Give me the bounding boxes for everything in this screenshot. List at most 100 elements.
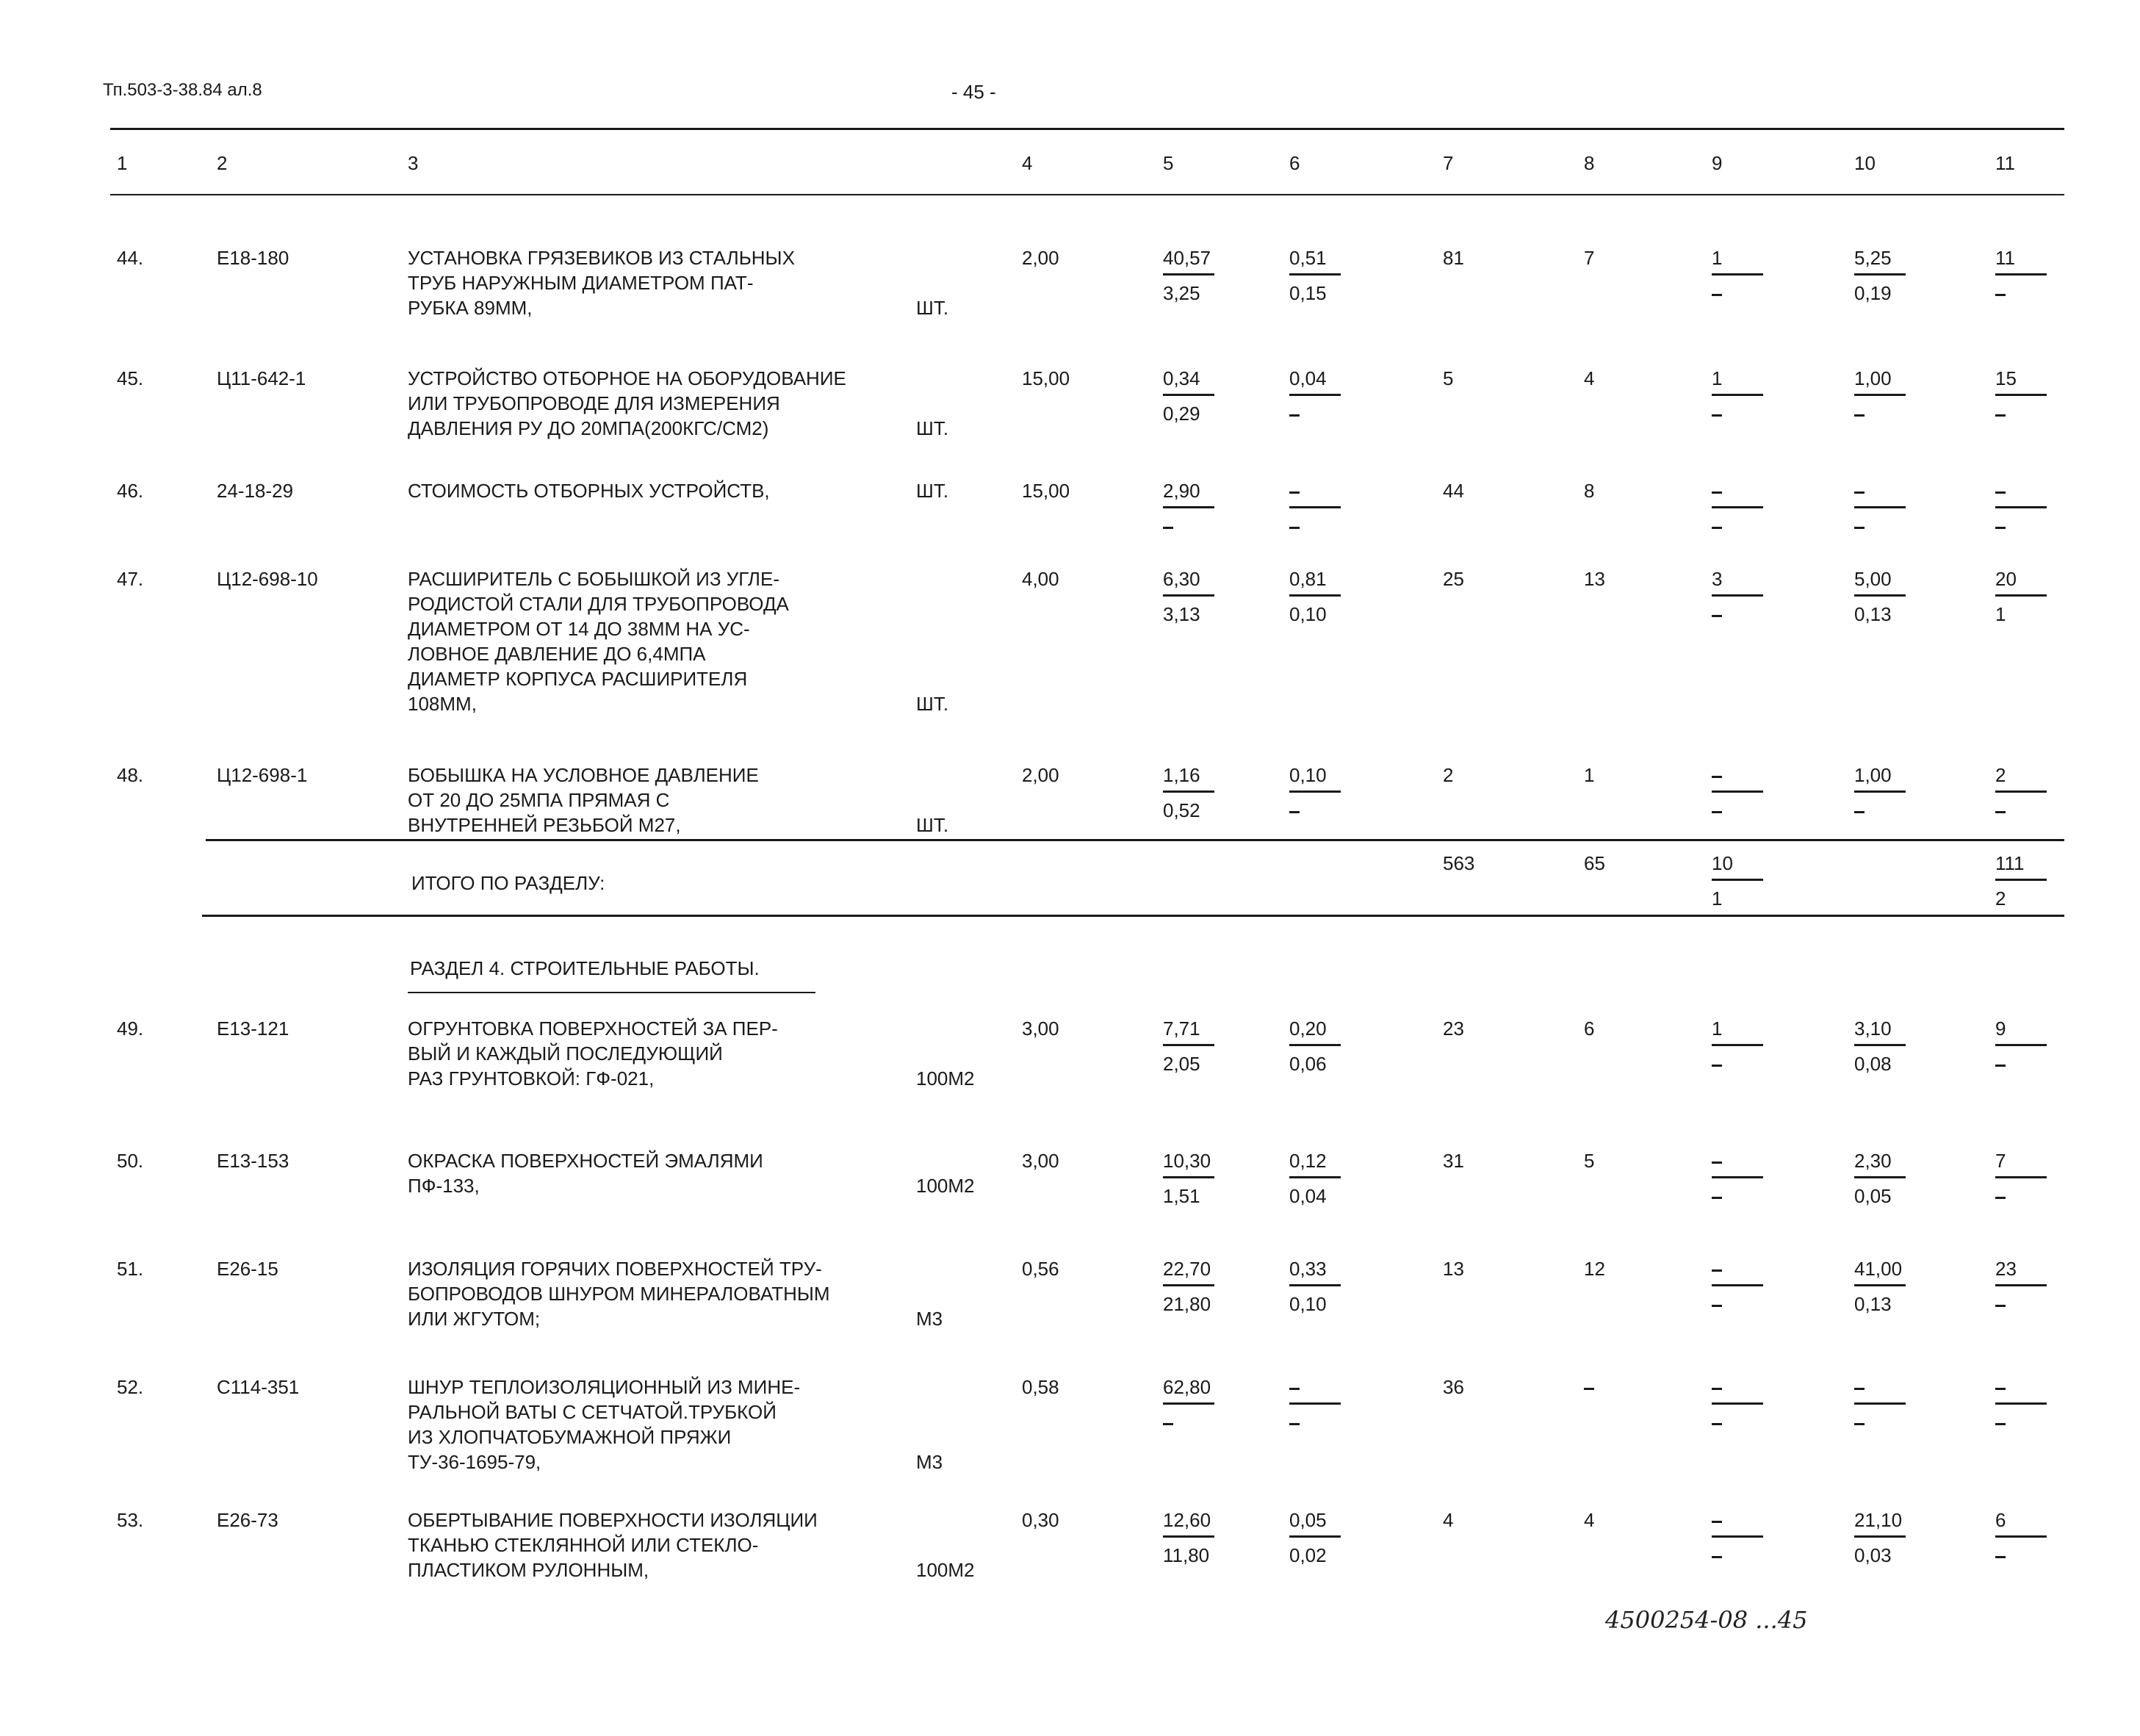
- col9-denominator: [1712, 515, 1722, 537]
- description-line: БОПРОВОДОВ ШНУРОМ МИНЕРАЛОВАТНЫМ: [408, 1283, 830, 1305]
- col6-denominator: 0,02: [1289, 1544, 1327, 1566]
- quantity: 0,56: [1022, 1258, 1059, 1280]
- row-number: 50.: [117, 1150, 144, 1172]
- col9-denominator: [1712, 1185, 1722, 1207]
- dash-mark: [1163, 526, 1173, 529]
- description-line: РАЗ ГРУНТОВКОЙ: ГФ-021,: [408, 1067, 655, 1089]
- description-line: ЛОВНОЕ ДАВЛЕНИЕ ДО 6,4МПА: [408, 643, 706, 665]
- col5-denominator: 3,25: [1163, 282, 1200, 304]
- col10-numerator: 3,10: [1854, 1018, 1892, 1040]
- row-number: 52.: [117, 1376, 144, 1398]
- unit: М3: [916, 1308, 943, 1330]
- dash-mark: [1995, 1196, 2006, 1199]
- col10-fraction-bar: [1854, 394, 1906, 396]
- col5-denominator: 3,13: [1163, 603, 1200, 625]
- col9-numerator: [1712, 1150, 1722, 1172]
- col11-numerator: [1995, 1376, 2006, 1398]
- col6-fraction-bar: [1289, 1176, 1341, 1178]
- col10-numerator: 21,10: [1854, 1509, 1903, 1531]
- col5-numerator: 0,34: [1163, 367, 1200, 389]
- col10-fraction-bar: [1854, 594, 1906, 597]
- description-line: ДИАМЕТРОМ ОТ 14 ДО 38ММ НА УС-: [408, 618, 750, 640]
- table-top-rule: [110, 128, 2064, 130]
- col10-denominator: 0,05: [1854, 1185, 1892, 1207]
- unit: ШТ.: [916, 417, 949, 439]
- col11-denominator: [1995, 282, 2006, 304]
- unit: 100М2: [916, 1559, 975, 1581]
- col6-numerator: 0,51: [1289, 247, 1327, 269]
- col5-denominator: 1,51: [1163, 1185, 1200, 1207]
- total-bottom-rule: [202, 915, 2064, 917]
- col9-numerator: [1712, 1509, 1722, 1531]
- col8: 7: [1584, 247, 1595, 269]
- col7: 36: [1443, 1376, 1464, 1398]
- col6-denominator: [1289, 799, 1300, 821]
- col5-denominator: [1163, 515, 1173, 537]
- description-line: ТКАНЬЮ СТЕКЛЯННОЙ ИЛИ СТЕКЛО-: [408, 1534, 759, 1556]
- column-number-10: 10: [1854, 152, 1876, 174]
- col5-fraction-bar: [1163, 1044, 1214, 1046]
- col11-denominator: 1: [1995, 603, 2006, 625]
- description-line: ДИАМЕТР КОРПУСА РАСШИРИТЕЛЯ: [408, 668, 748, 690]
- col10-numerator: 5,00: [1854, 568, 1892, 590]
- col9-numerator: 1: [1712, 247, 1723, 269]
- col11-fraction-bar: [1995, 1535, 2047, 1538]
- row-number: 49.: [117, 1018, 144, 1040]
- col6-denominator: [1289, 1411, 1300, 1433]
- column-number-8: 8: [1584, 152, 1595, 174]
- col5-fraction-bar: [1163, 1535, 1214, 1538]
- dash-mark: [1995, 1422, 2006, 1425]
- unit: ШТ.: [916, 480, 949, 502]
- section-heading: РАЗДЕЛ 4. СТРОИТЕЛЬНЫЕ РАБОТЫ.: [410, 957, 760, 979]
- dash-mark: [1289, 810, 1300, 813]
- total-col11-fraction-bar: [1995, 879, 2047, 881]
- column-number-7: 7: [1443, 152, 1454, 174]
- col10-denominator: 0,03: [1854, 1544, 1892, 1566]
- col11-numerator: 7: [1995, 1150, 2006, 1172]
- col11-fraction-bar: [1995, 1284, 2047, 1286]
- col11-denominator: [1995, 515, 2006, 537]
- col9-denominator: [1712, 403, 1722, 425]
- col8: 4: [1584, 367, 1595, 389]
- col5-denominator: 0,52: [1163, 799, 1200, 821]
- quantity: 2,00: [1022, 764, 1059, 786]
- col9-denominator: [1712, 1293, 1722, 1315]
- col10-denominator: [1854, 799, 1865, 821]
- col5-denominator: 21,80: [1163, 1293, 1211, 1315]
- col8: 6: [1584, 1018, 1595, 1040]
- col11-numerator: 20: [1995, 568, 2017, 590]
- col10-fraction-bar: [1854, 1176, 1906, 1178]
- col11-numerator: 2: [1995, 764, 2006, 786]
- col5-fraction-bar: [1163, 394, 1214, 396]
- col10-denominator: 0,13: [1854, 1293, 1892, 1315]
- unit: ШТ.: [916, 693, 949, 715]
- col10-numerator: [1854, 1376, 1865, 1398]
- total-top-rule: [206, 839, 2064, 841]
- quantity: 4,00: [1022, 568, 1059, 590]
- total-col9-denominator: 1: [1712, 887, 1723, 910]
- col11-numerator: 15: [1995, 367, 2017, 389]
- dash-mark: [1854, 1387, 1865, 1390]
- dash-mark: [1995, 414, 2006, 417]
- dash-mark: [1712, 1064, 1722, 1067]
- col5-numerator: 22,70: [1163, 1258, 1211, 1280]
- col6-fraction-bar: [1289, 1284, 1341, 1286]
- page-number: - 45 -: [951, 81, 996, 103]
- col6-numerator: 0,05: [1289, 1509, 1327, 1531]
- row-number: 45.: [117, 367, 144, 389]
- unit: 100М2: [916, 1067, 975, 1089]
- col9-numerator: [1712, 1258, 1722, 1280]
- col5-fraction-bar: [1163, 273, 1214, 275]
- col8: 5: [1584, 1150, 1595, 1172]
- total-col11-denominator: 2: [1995, 887, 2006, 910]
- column-number-11: 11: [1995, 152, 2015, 174]
- dash-mark: [1712, 1520, 1722, 1523]
- col7: 31: [1443, 1150, 1464, 1172]
- description-line: ИЛИ ТРУБОПРОВОДЕ ДЛЯ ИЗМЕРЕНИЯ: [408, 392, 780, 414]
- col6-numerator: 0,04: [1289, 367, 1327, 389]
- col9-fraction-bar: [1712, 1284, 1763, 1286]
- col5-denominator: 11,80: [1163, 1544, 1210, 1566]
- row-number: 53.: [117, 1509, 144, 1531]
- row-number: 44.: [117, 247, 144, 269]
- description-line: СТОИМОСТЬ ОТБОРНЫХ УСТРОЙСТВ,: [408, 480, 770, 502]
